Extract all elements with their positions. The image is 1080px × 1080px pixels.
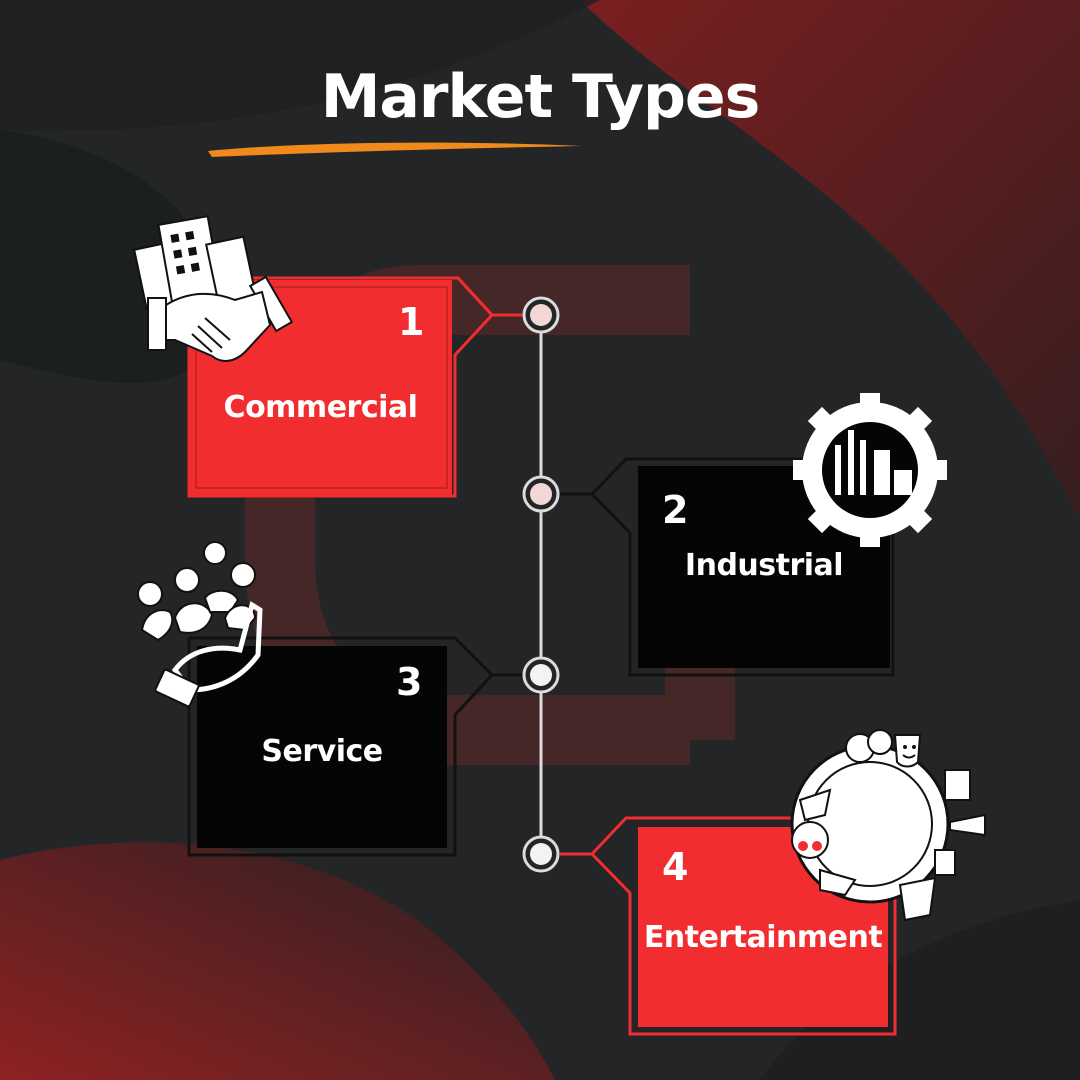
- item-3-label: Service: [261, 734, 383, 769]
- buildings-handshake-icon: [133, 215, 294, 362]
- title-underline: [208, 142, 582, 157]
- timeline-node-4: [522, 835, 560, 873]
- box-commercial: [187, 276, 522, 498]
- item-1-number: 1: [398, 300, 425, 344]
- timeline-node-2: [522, 475, 560, 513]
- item-3-number: 3: [396, 660, 423, 704]
- entertainment-circle-icon: [790, 729, 986, 922]
- page-title: Market Types: [320, 62, 761, 132]
- item-4-label: Entertainment: [643, 920, 883, 955]
- item-2-label: Industrial: [684, 548, 844, 583]
- item-2-number: 2: [662, 488, 689, 532]
- people-hand-icon: [137, 541, 263, 708]
- bg-swoosh-top-right: [580, 0, 1080, 520]
- factory-gear-icon: [793, 393, 947, 547]
- timeline-node-1: [522, 296, 560, 334]
- bg-swoosh-bottom-left: [0, 842, 555, 1080]
- item-4-number: 4: [662, 845, 689, 889]
- box-service: [187, 636, 522, 857]
- timeline-node-3: [522, 656, 560, 694]
- bg-swoosh-top-left: [0, 0, 600, 131]
- item-1-label: Commercial: [223, 390, 418, 425]
